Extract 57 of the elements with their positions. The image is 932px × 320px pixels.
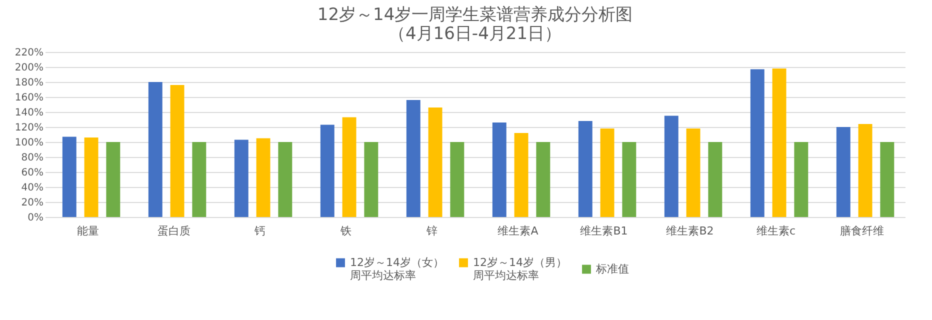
x-tick-label: 维生素B1 bbox=[580, 224, 628, 238]
x-tick-label: 能量 bbox=[77, 224, 99, 238]
bar bbox=[514, 133, 528, 217]
y-tick-label: 20% bbox=[21, 198, 44, 208]
y-tick-label: 0% bbox=[28, 212, 44, 224]
bar bbox=[62, 136, 76, 217]
bar bbox=[686, 128, 700, 217]
bar bbox=[106, 142, 120, 217]
bar bbox=[406, 100, 420, 217]
x-tick-label: 钙 bbox=[254, 224, 266, 238]
y-tick-label: 160% bbox=[14, 92, 44, 104]
bar bbox=[342, 117, 356, 217]
bar bbox=[148, 82, 162, 217]
x-tick-label: 锌 bbox=[426, 224, 438, 238]
legend-label: 标准值 bbox=[595, 262, 629, 276]
y-tick-label: 220% bbox=[14, 48, 44, 58]
bar bbox=[750, 69, 764, 217]
legend-label: 12岁～14岁（女）周平均达标率 bbox=[350, 256, 444, 282]
bar bbox=[170, 85, 184, 217]
bar bbox=[256, 138, 270, 217]
bar bbox=[428, 108, 442, 217]
bar bbox=[84, 138, 98, 217]
chart-title: 12岁～14岁一周学生菜谱营养成分分析图 bbox=[317, 5, 633, 25]
bar bbox=[600, 128, 614, 217]
x-tick-label: 膳食纤维 bbox=[840, 224, 884, 238]
bar bbox=[234, 140, 248, 217]
bar bbox=[192, 142, 206, 217]
x-tick-label: 维生素B2 bbox=[666, 224, 714, 238]
bar bbox=[858, 124, 872, 217]
bar bbox=[836, 127, 850, 217]
bar bbox=[772, 68, 786, 217]
bar bbox=[794, 142, 808, 217]
legend-label: 12岁～14岁（男）周平均达标率 bbox=[473, 256, 567, 282]
bar bbox=[278, 142, 292, 217]
y-tick-label: 40% bbox=[21, 182, 44, 194]
y-tick-label: 140% bbox=[14, 108, 44, 118]
bar bbox=[708, 142, 722, 217]
chart-subtitle: （4月16日-4月21日） bbox=[388, 24, 562, 44]
y-tick-label: 180% bbox=[14, 78, 44, 88]
bar bbox=[492, 122, 506, 217]
bar bbox=[880, 142, 894, 217]
y-tick-label: 200% bbox=[14, 62, 44, 74]
y-tick-label: 60% bbox=[21, 168, 44, 178]
bar bbox=[664, 116, 678, 217]
x-tick-label: 铁 bbox=[340, 224, 352, 238]
y-tick-label: 100% bbox=[14, 138, 44, 148]
bar bbox=[622, 142, 636, 217]
y-tick-label: 120% bbox=[14, 122, 44, 134]
x-tick-label: 维生素A bbox=[498, 224, 539, 238]
bar bbox=[578, 121, 592, 217]
bar bbox=[450, 142, 464, 217]
y-tick-label: 80% bbox=[21, 152, 44, 164]
bar bbox=[320, 124, 334, 217]
x-tick-label: 维生素c bbox=[756, 224, 796, 238]
bar bbox=[364, 142, 378, 217]
x-tick-label: 蛋白质 bbox=[158, 224, 190, 238]
bar bbox=[536, 142, 550, 217]
